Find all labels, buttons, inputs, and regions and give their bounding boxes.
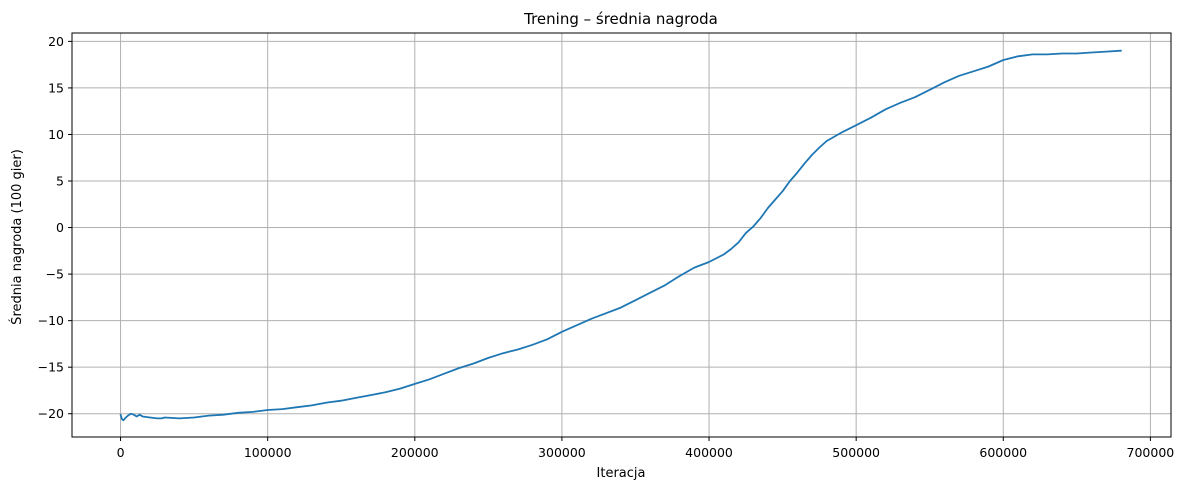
x-tick-label: 600000 [979, 445, 1027, 460]
y-axis-label: Średnia nagroda (100 gier) [9, 149, 25, 325]
y-tick-label: 5 [56, 174, 64, 189]
x-tick-label: 700000 [1127, 445, 1175, 460]
x-tick-label: 300000 [538, 445, 586, 460]
y-tick-label: 15 [48, 80, 64, 95]
x-tick-label: 500000 [832, 445, 880, 460]
plot-frame [71, 32, 1172, 438]
series-layer [119, 49, 1122, 422]
x-tick-label: 100000 [244, 445, 292, 460]
x-tick-label: 200000 [391, 445, 439, 460]
x-axis-label: Iteracja [597, 466, 646, 481]
y-tick-label: −5 [46, 267, 64, 282]
series-line [119, 49, 1122, 422]
y-tick-label: −20 [38, 406, 64, 421]
y-tick-label: −15 [38, 360, 64, 375]
y-tick-label: −10 [38, 313, 64, 328]
x-tick-label: 400000 [685, 445, 733, 460]
ticks: 0 100000 200000 300000 400000 500000 600000 700… [38, 34, 1175, 460]
chart-title: Trening – średnia nagroda [523, 10, 718, 28]
y-tick-label: 20 [48, 34, 64, 49]
y-tick-label: 0 [56, 220, 64, 235]
x-tick-label: 0 [117, 445, 125, 460]
y-tick-label: 10 [48, 127, 64, 142]
grid [72, 33, 1171, 437]
